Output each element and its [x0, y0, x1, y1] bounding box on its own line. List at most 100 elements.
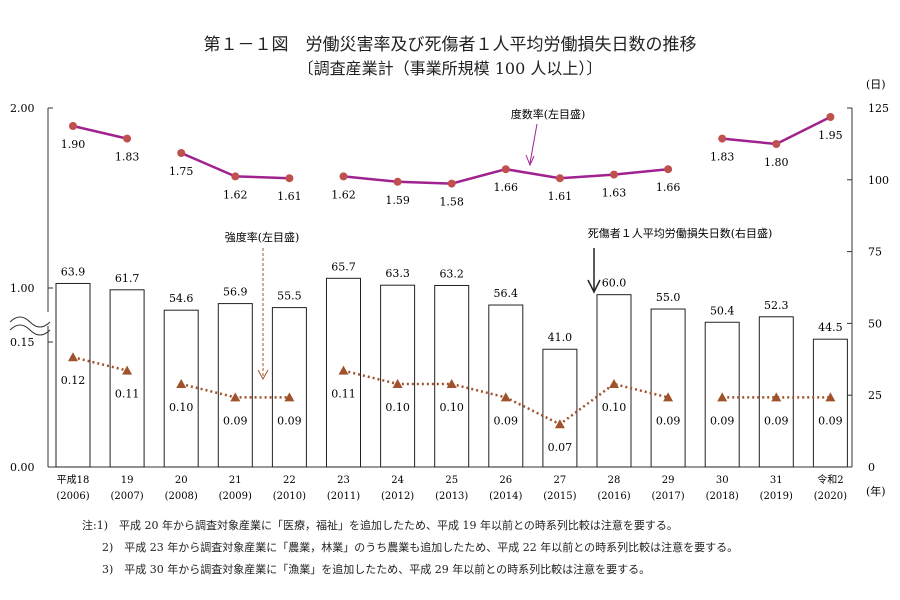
right-tick-label: 125	[868, 102, 889, 115]
frequency-label: 1.61	[277, 190, 302, 203]
frequency-line	[72, 124, 128, 140]
severity-point-5	[338, 365, 349, 375]
frequency-point-3	[231, 172, 240, 181]
x-tick-label-year: (2008)	[165, 491, 198, 502]
bar-label: 65.7	[331, 260, 356, 273]
bar-arrowhead	[587, 279, 601, 294]
note-2: 2) 平成 23 年から調査対象産業に「農業，林業」のうち農業も追加したため、平…	[102, 541, 739, 554]
frequency-point-10	[610, 170, 618, 179]
right-axis-unit: (日)	[866, 78, 886, 91]
severity-label: 0.11	[115, 388, 140, 401]
frequency-point-1	[123, 134, 132, 143]
frequency-label: 1.62	[331, 188, 356, 201]
severity-label: 0.09	[223, 414, 248, 427]
x-tick-label-year: (2016)	[597, 491, 630, 502]
bar-label: 54.6	[169, 292, 194, 305]
severity-point-4	[284, 392, 295, 402]
frequency-point-12	[718, 134, 727, 143]
severity-label: 0.09	[818, 414, 843, 427]
bar-label: 55.0	[656, 291, 681, 304]
bar-label: 56.4	[494, 287, 519, 300]
right-tick-label: 100	[868, 174, 889, 187]
bar-11	[650, 308, 686, 468]
frequency-label: 1.75	[169, 165, 194, 178]
frequency-point-7	[447, 179, 456, 188]
frequency-point-14	[826, 113, 835, 121]
severity-label: 0.11	[331, 388, 356, 401]
left-tick-label: 0.00	[10, 461, 35, 474]
severity-label: 0.10	[169, 401, 194, 414]
frequency-arrowhead	[525, 154, 535, 167]
bar-annotation: 死傷者１人平均労働損失日数(右目盛)	[588, 226, 773, 240]
severity-point-11	[663, 392, 674, 402]
x-tick-label: 26	[499, 475, 512, 486]
bar-9	[542, 348, 578, 468]
severity-label: 0.07	[548, 441, 573, 454]
bar-label: 44.5	[818, 321, 843, 334]
severity-label: 0.10	[385, 401, 410, 414]
frequency-point-13	[772, 140, 781, 148]
bar-label: 61.7	[115, 272, 140, 285]
bar-label: 50.4	[710, 304, 735, 317]
axis-break-icon	[9, 316, 51, 336]
bar-2	[163, 309, 199, 468]
severity-label: 0.10	[439, 401, 464, 414]
severity-label: 0.09	[494, 414, 519, 427]
frequency-label: 1.58	[439, 196, 464, 209]
frequency-point-2	[177, 149, 186, 157]
right-tick-label: 25	[868, 389, 882, 402]
x-tick-label: 25	[445, 475, 458, 486]
severity-point-2	[176, 379, 187, 388]
severity-point-14	[825, 392, 836, 402]
x-tick-label: 31	[770, 475, 783, 486]
frequency-point-11	[664, 165, 673, 174]
bar-4	[271, 307, 307, 468]
right-tick-label: 75	[868, 246, 882, 259]
x-tick-label-year: (2010)	[273, 491, 306, 502]
bar-13	[758, 316, 794, 468]
right-tick-label: 0	[868, 461, 875, 474]
x-axis-unit: (年)	[866, 484, 886, 498]
severity-point-9	[554, 419, 565, 429]
bar-6	[380, 284, 416, 468]
severity-label: 0.10	[602, 401, 627, 414]
severity-point-13	[771, 392, 782, 402]
x-tick-label-year: (2017)	[651, 491, 684, 502]
frequency-label: 1.59	[385, 194, 410, 207]
x-tick-label: 29	[662, 475, 675, 486]
x-tick-label-year: (2019)	[760, 491, 793, 502]
x-tick-label: 23	[337, 475, 350, 486]
x-tick-label-year: (2012)	[381, 491, 414, 502]
x-tick-label: 22	[283, 475, 296, 486]
left-tick-label: 1.00	[10, 282, 35, 295]
bar-label: 55.5	[277, 290, 302, 303]
frequency-label: 1.90	[61, 138, 86, 151]
bar-3	[217, 303, 253, 468]
x-tick-label-year: (2009)	[219, 491, 252, 502]
bar-label: 63.2	[439, 267, 464, 280]
bar-label: 60.0	[602, 277, 627, 290]
x-tick-label-year: (2007)	[110, 491, 143, 502]
chart-subtitle: 〔調査産業計（事業所規模 100 人以上）〕	[297, 59, 603, 78]
severity-line	[72, 355, 128, 372]
bar-label: 56.9	[223, 286, 248, 299]
severity-arrowhead	[257, 369, 269, 381]
frequency-line	[722, 115, 831, 146]
chart-title: 第１－１図 労働災害率及び死傷者１人平均労働損失日数の推移	[203, 35, 697, 55]
frequency-point-5	[339, 172, 348, 181]
left-tick-label: 0.15	[10, 336, 35, 349]
frequency-label: 1.95	[818, 129, 843, 142]
axis-break-gap	[42, 312, 54, 326]
x-tick-label-year: (2006)	[56, 491, 89, 502]
severity-point-3	[230, 392, 241, 402]
bar-7	[434, 284, 470, 468]
severity-point-0	[68, 352, 78, 362]
bar-label: 52.3	[764, 299, 789, 312]
severity-label: 0.09	[656, 414, 681, 427]
x-tick-label: 19	[121, 475, 134, 486]
x-tick-label-year: (2014)	[489, 491, 522, 502]
x-tick-label: 27	[554, 475, 567, 486]
frequency-label: 1.61	[548, 190, 573, 203]
